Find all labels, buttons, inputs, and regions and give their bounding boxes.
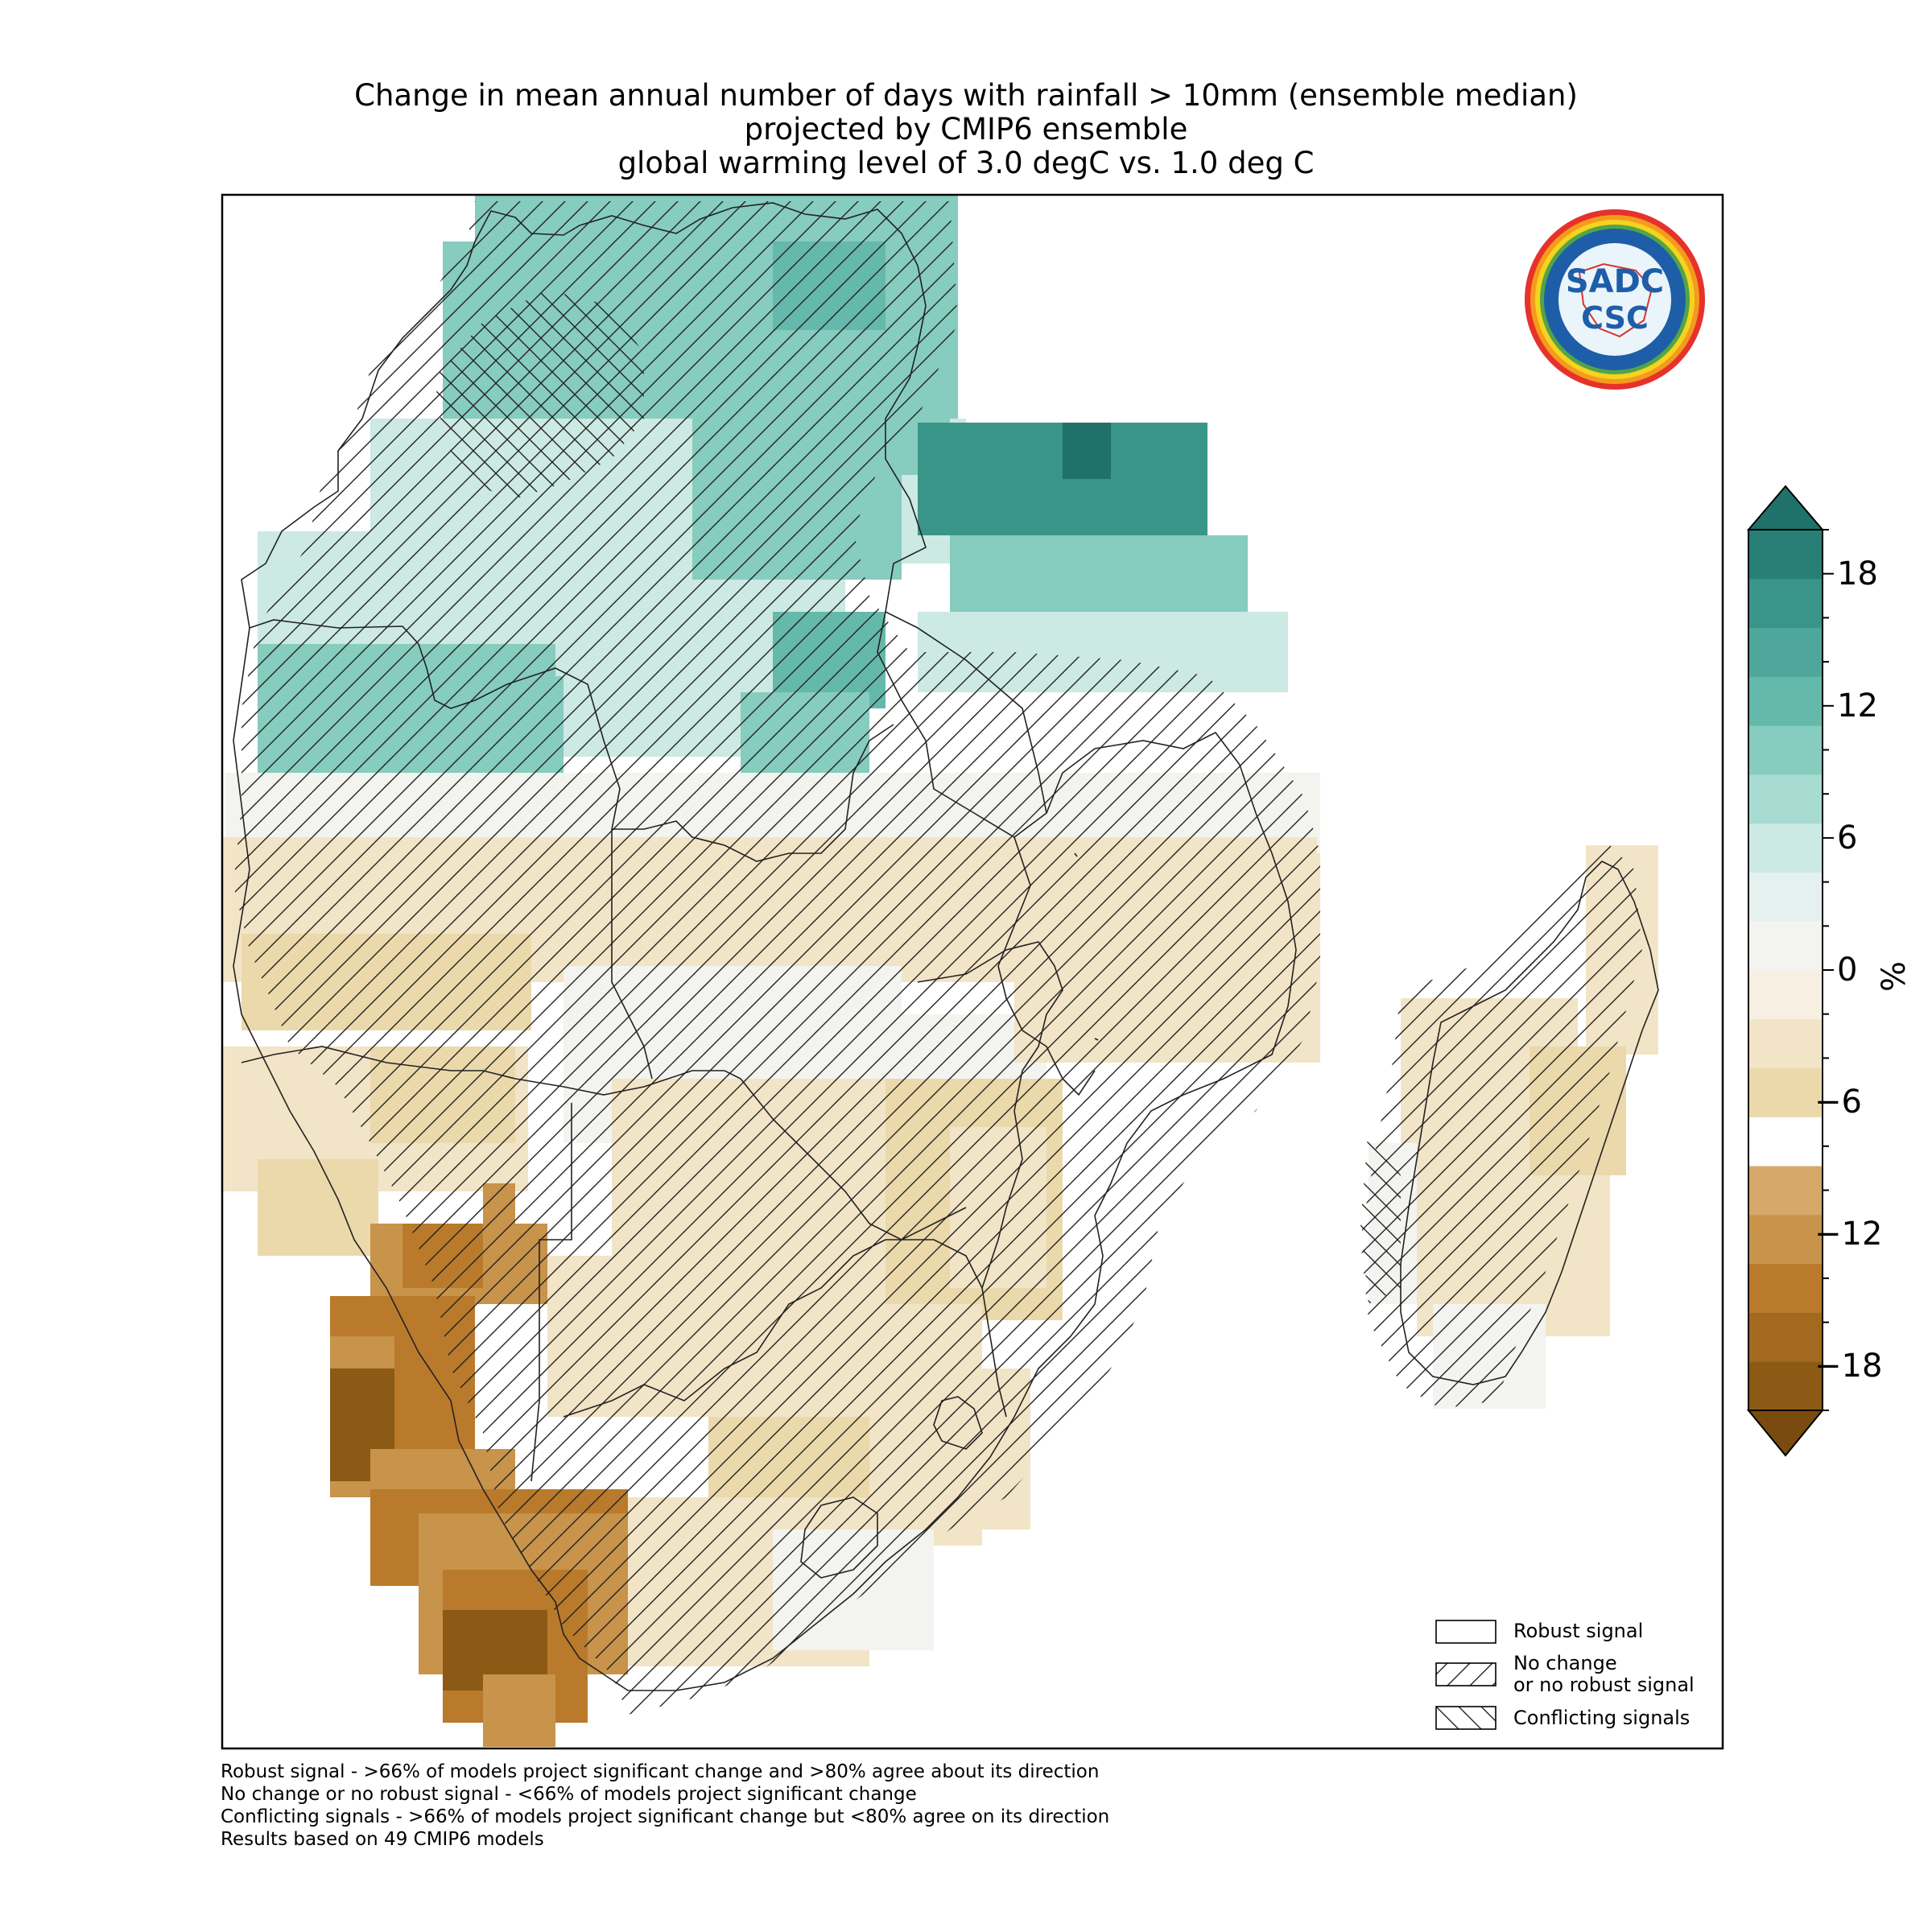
title-line-3: global warming level of 3.0 degC vs. 1.0… bbox=[617, 146, 1315, 180]
border-malawi bbox=[997, 836, 1096, 1096]
colorbar-band bbox=[1748, 530, 1823, 580]
no-robust-signal-hatch-region bbox=[233, 201, 1320, 1715]
border-botswana-southafrica bbox=[563, 1239, 886, 1418]
hatch-legend bbox=[1435, 1620, 1496, 1730]
border-mozambique-zimbabwe bbox=[981, 1110, 1023, 1289]
no-robust-signal-hatch-madagascar bbox=[1360, 845, 1642, 1409]
legend-label-no-change-1: No change bbox=[1513, 1652, 1617, 1674]
colorbar-band bbox=[1748, 676, 1823, 726]
chart-title: Change in mean annual number of days wit… bbox=[0, 79, 1932, 180]
footnote-4: Results based on 49 CMIP6 models bbox=[221, 1829, 544, 1850]
grid-cell bbox=[258, 1159, 378, 1256]
colorbar-band bbox=[1748, 872, 1823, 922]
colorbar bbox=[1746, 485, 1834, 1457]
colorbar-band bbox=[1748, 627, 1823, 677]
colorbar-band bbox=[1748, 1018, 1823, 1069]
legend-swatch-no-change bbox=[1435, 1662, 1496, 1686]
border-south-africa-mozambique bbox=[981, 1287, 1007, 1418]
colorbar-band bbox=[1748, 725, 1823, 775]
colorbar-band bbox=[1748, 1263, 1823, 1313]
legend-label-no-change-2: or no robust signal bbox=[1513, 1674, 1695, 1696]
border-drc-angola bbox=[249, 619, 621, 830]
title-line-2: projected by CMIP6 ensemble bbox=[744, 112, 1188, 147]
colorbar-tick-label: −6 bbox=[1814, 1084, 1862, 1121]
grid-cell bbox=[950, 535, 1248, 616]
colorbar-extend-bottom bbox=[1746, 1410, 1825, 1457]
border-drc-zambia bbox=[612, 724, 894, 862]
colorbar-tick-marks bbox=[1823, 529, 1834, 1411]
border-namibia-botswana bbox=[530, 1103, 572, 1482]
footnote-2: No change or no robust signal - <66% of … bbox=[221, 1784, 917, 1805]
colorbar-bands bbox=[1748, 530, 1823, 1411]
svg-text:SADC: SADC bbox=[1566, 263, 1664, 300]
colorbar-band bbox=[1748, 921, 1823, 971]
colorbar-band bbox=[1748, 578, 1823, 629]
border-south-africa-zimbabwe bbox=[886, 1239, 983, 1289]
colorbar-band bbox=[1748, 1166, 1823, 1216]
colorbar-band bbox=[1748, 1214, 1823, 1265]
country-borders bbox=[233, 202, 1659, 1691]
footnote-3: Conflicting signals - >66% of models pro… bbox=[221, 1806, 1110, 1827]
colorbar-tick-label: −18 bbox=[1814, 1348, 1883, 1385]
border-angola-zambia bbox=[611, 829, 653, 1080]
colorbar-tick-label: 0 bbox=[1837, 952, 1858, 989]
colorbar-unit-label: % bbox=[1876, 960, 1913, 993]
comoros-islands bbox=[1074, 852, 1099, 1041]
colorbar-tick-label: −12 bbox=[1814, 1216, 1883, 1253]
border-eswatini bbox=[933, 1396, 983, 1450]
sadc-csc-logo: SADC CSC bbox=[1525, 209, 1705, 390]
colorbar-tick-label: 18 bbox=[1837, 555, 1878, 592]
grid-cell bbox=[483, 1674, 555, 1747]
colorbar-band bbox=[1748, 970, 1823, 1020]
legend-swatch-robust bbox=[1435, 1620, 1496, 1644]
map-frame-border bbox=[221, 193, 1724, 1750]
colorbar-band bbox=[1748, 823, 1823, 873]
grid-cell bbox=[1063, 423, 1111, 479]
legend-swatch-conflicting bbox=[1435, 1706, 1496, 1730]
title-line-1: Change in mean annual number of days wit… bbox=[354, 78, 1578, 113]
border-angola-namibia bbox=[241, 1046, 741, 1096]
mainland-coastline bbox=[233, 202, 1297, 1691]
colorbar-band bbox=[1748, 1312, 1823, 1362]
colorbar-extend-top bbox=[1746, 485, 1825, 530]
svg-text:CSC: CSC bbox=[1581, 300, 1649, 336]
border-zambia-malawi-moz bbox=[917, 941, 1063, 1112]
colorbar-band bbox=[1748, 1117, 1823, 1166]
colorbar-tick-label: 6 bbox=[1837, 819, 1858, 857]
conflicting-signals-hatch-region bbox=[435, 290, 644, 499]
legend-label-robust: Robust signal bbox=[1513, 1620, 1644, 1642]
footnotes: Robust signal - >66% of models project s… bbox=[221, 1761, 1109, 1851]
colorbar-tick-label: 12 bbox=[1837, 687, 1878, 724]
colorbar-band bbox=[1748, 1361, 1823, 1411]
colorbar-band bbox=[1748, 1067, 1823, 1117]
map-panel bbox=[222, 195, 1723, 1748]
legend-label-conflicting: Conflicting signals bbox=[1513, 1707, 1690, 1729]
footnote-1: Robust signal - >66% of models project s… bbox=[221, 1761, 1100, 1782]
conflicting-signals-hatch-madagascar bbox=[1360, 1127, 1401, 1304]
border-tanzania bbox=[885, 611, 1047, 814]
border-zambia-zimbabwe bbox=[740, 1078, 967, 1241]
colorbar-band bbox=[1748, 774, 1823, 824]
border-lesotho bbox=[800, 1496, 878, 1579]
madagascar-coastline bbox=[1400, 861, 1659, 1385]
